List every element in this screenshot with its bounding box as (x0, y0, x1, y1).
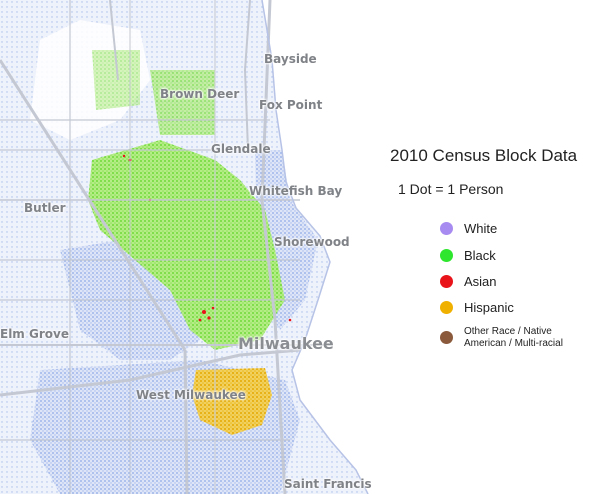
place-label-fox-point: Fox Point (259, 98, 323, 112)
place-label-elm-grove: Elm Grove (0, 327, 69, 341)
shoreline (261, 0, 369, 494)
legend-subtitle: 1 Dot = 1 Person (398, 181, 504, 197)
hispanic-population-area (192, 368, 272, 435)
legend-label-other-line2: American / Multi-racial (464, 338, 563, 349)
place-label-brown-deer: Brown Deer (160, 87, 240, 101)
legend-title: 2010 Census Block Data (390, 146, 578, 165)
place-label-shorewood: Shorewood (274, 235, 350, 249)
legend-swatch-asian (440, 275, 453, 288)
place-label-butler: Butler (24, 201, 66, 215)
place-label-bayside: Bayside (264, 52, 317, 66)
legend-label-other: Other Race / Native American / Multi-rac… (464, 326, 563, 350)
black-population-area (88, 140, 285, 350)
legend-label-asian: Asian (464, 274, 497, 289)
legend-label-hispanic: Hispanic (464, 300, 514, 315)
legend-label-white: White (464, 221, 498, 236)
place-label-saint-francis: Saint Francis (284, 477, 372, 491)
place-label-whitefish-bay: Whitefish Bay (249, 184, 343, 198)
asian-population-clusters (122, 154, 292, 322)
place-label-milwaukee: Milwaukee (238, 334, 334, 353)
lake-michigan (262, 0, 607, 494)
place-label-glendale: Glendale (211, 142, 271, 156)
place-label-west-milwaukee: West Milwaukee (136, 388, 246, 402)
roads (0, 0, 330, 494)
black-population-north (150, 70, 215, 135)
black-population-northwest (92, 50, 140, 110)
legend-label-black: Black (464, 248, 496, 263)
legend-swatch-other (440, 331, 453, 344)
legend-swatch-white (440, 222, 453, 235)
legend-label-other-line1: Other Race / Native (464, 326, 552, 337)
legend-swatch-hispanic (440, 301, 453, 314)
legend-swatch-black (440, 249, 453, 262)
